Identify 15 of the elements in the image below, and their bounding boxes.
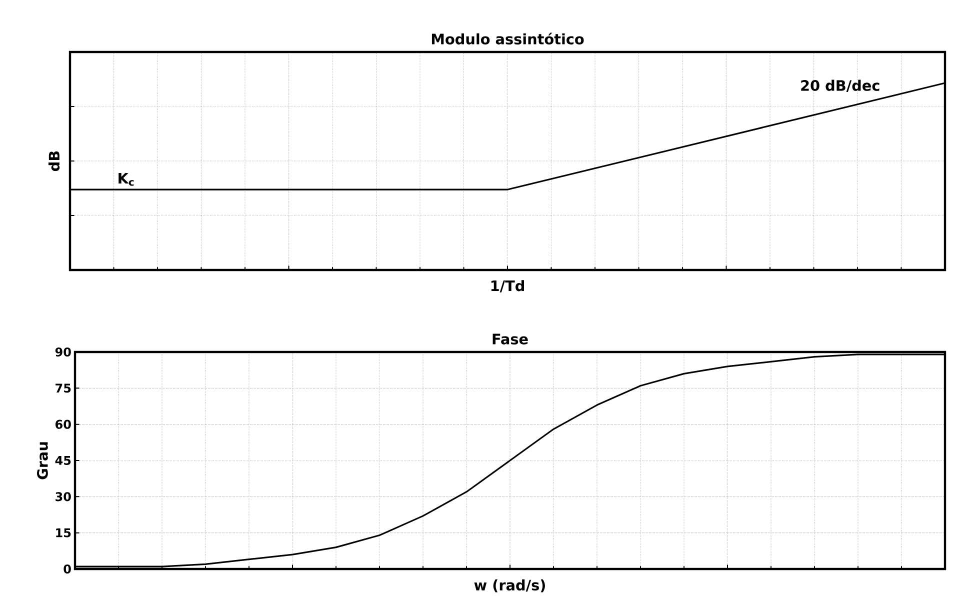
annotation: K$_{c}$ [118, 173, 134, 186]
y-tick-label: 0 [64, 564, 71, 574]
text: 1/Td [491, 280, 524, 292]
x-axis-title: w (rad/s) [474, 579, 545, 592]
y-tick-label: 30 [56, 492, 71, 502]
annotation: 20 dB/dec [801, 80, 880, 92]
y-axis-title: Grau [37, 442, 48, 480]
y-tick-label: 90 [55, 347, 71, 357]
y-tick-label: 15 [56, 528, 71, 538]
chart-title: Fase [492, 334, 528, 344]
y-tick-label: 60 [56, 420, 71, 429]
y-tick-label: 75 [56, 384, 71, 393]
chart-title: Modulo assintótico [432, 32, 584, 44]
y-axis-title: dB [48, 151, 60, 171]
y-tick-label: 45 [55, 456, 71, 465]
